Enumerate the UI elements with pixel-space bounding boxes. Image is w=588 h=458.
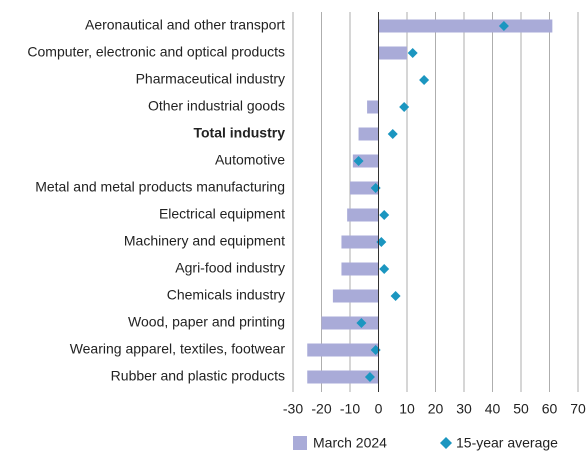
legend-label: 15-year average <box>456 435 558 451</box>
y-tick-label: Other industrial goods <box>148 98 285 114</box>
y-tick-label: Rubber and plastic products <box>111 368 285 384</box>
y-tick-label: Electrical equipment <box>159 206 285 222</box>
y-tick-label: Chemicals industry <box>167 287 285 303</box>
y-tick-label: Machinery and equipment <box>124 233 285 249</box>
bar <box>347 208 379 222</box>
legend-label: March 2024 <box>313 435 387 451</box>
x-tick-label: 70 <box>570 401 586 417</box>
bar <box>341 262 379 276</box>
bar <box>367 100 379 114</box>
diamond-marker <box>498 21 509 31</box>
y-tick-label: Wood, paper and printing <box>128 314 285 330</box>
bar <box>307 370 379 384</box>
bar <box>307 343 379 357</box>
diamond-marker <box>356 318 367 328</box>
x-tick-label: 30 <box>456 401 472 417</box>
x-tick-label: -10 <box>340 401 360 417</box>
legend-swatch <box>293 436 307 450</box>
bar <box>321 316 379 330</box>
x-tick-label: 10 <box>399 401 415 417</box>
y-tick-label: Pharmaceutical industry <box>136 71 285 87</box>
x-tick-label: 50 <box>513 401 529 417</box>
y-tick-label: Agri-food industry <box>175 260 285 276</box>
x-tick-label: -20 <box>311 401 331 417</box>
y-tick-label: Metal and metal products manufacturing <box>35 179 285 195</box>
x-tick-label: 20 <box>428 401 444 417</box>
diamond-marker <box>419 75 430 85</box>
diamond-marker <box>353 156 364 166</box>
y-tick-label: Aeronautical and other transport <box>85 17 285 33</box>
y-tick-label: Wearing apparel, textiles, footwear <box>70 341 286 357</box>
diamond-marker <box>399 102 410 112</box>
bar <box>350 181 379 195</box>
diamond-marker <box>379 264 390 274</box>
x-tick-label: 60 <box>542 401 558 417</box>
y-tick-label: Computer, electronic and optical product… <box>27 44 285 60</box>
bar <box>332 289 379 303</box>
legend-diamond <box>440 437 452 449</box>
x-tick-label: 0 <box>375 401 383 417</box>
x-tick-label: 40 <box>485 401 501 417</box>
diamond-marker <box>364 372 375 382</box>
bar <box>378 19 553 33</box>
diamond-marker <box>379 210 390 220</box>
bar <box>341 235 379 249</box>
x-tick-label: -30 <box>283 401 303 417</box>
bar <box>358 127 379 141</box>
diamond-marker <box>390 291 401 301</box>
y-tick-label: Total industry <box>193 125 285 141</box>
diamond-marker <box>407 48 418 58</box>
bar <box>378 46 407 60</box>
y-tick-label: Automotive <box>215 152 285 168</box>
diamond-marker <box>387 129 398 139</box>
